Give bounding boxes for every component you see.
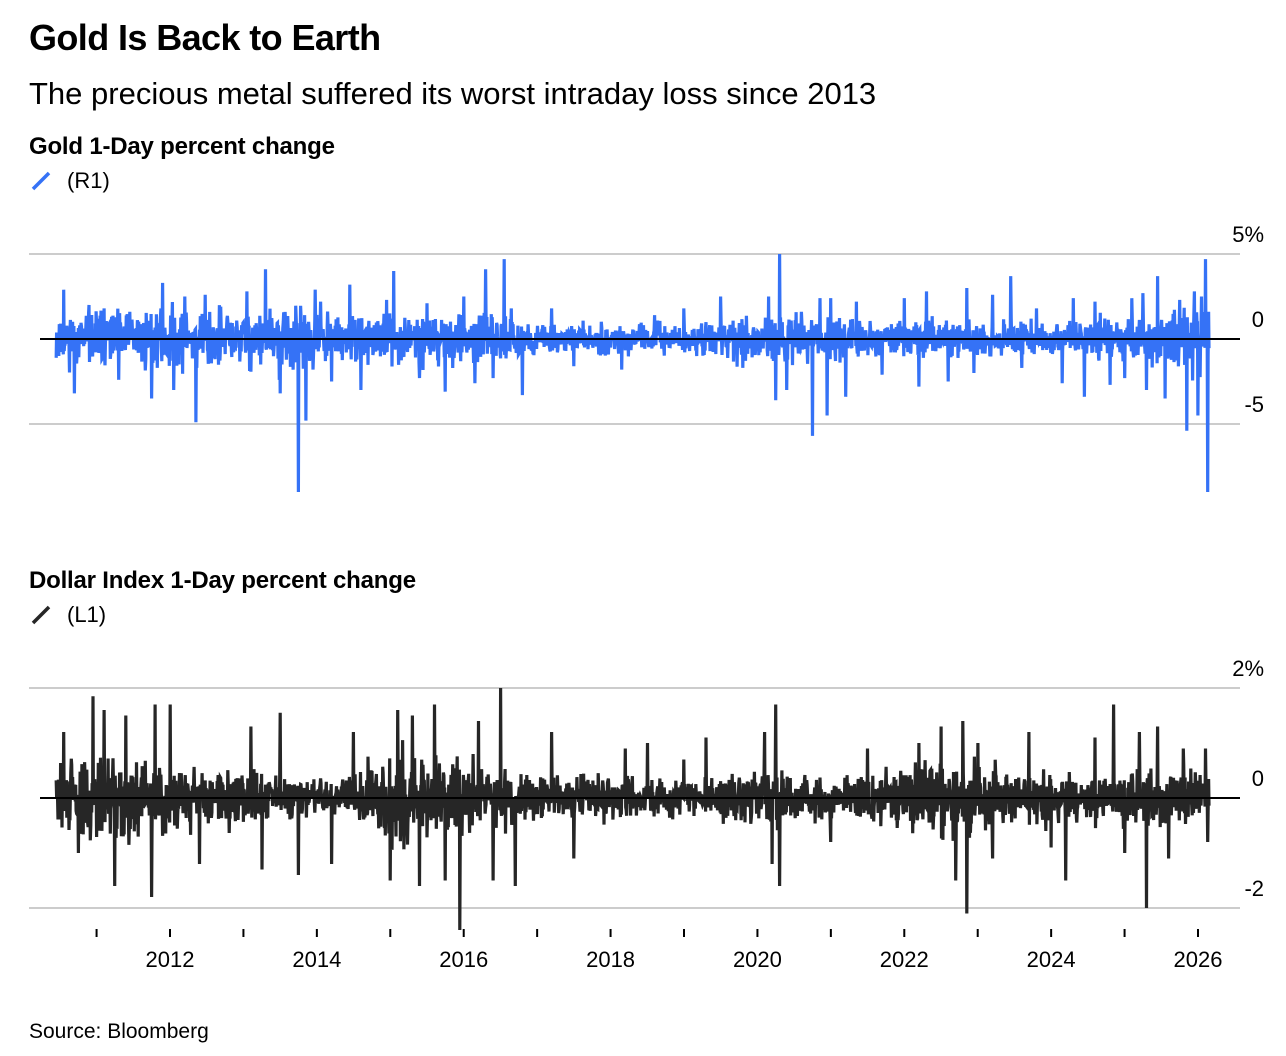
dollar-panel-title: Dollar Index 1-Day percent change	[29, 567, 416, 594]
dollar-legend-line-icon	[31, 605, 51, 625]
chart-title: Gold Is Back to Earth	[29, 17, 381, 58]
gold-panel-title: Gold 1-Day percent change	[29, 133, 335, 160]
dollar-ytick-label: 2%	[1232, 656, 1264, 681]
gold-legend: (R1)	[29, 167, 110, 195]
x-axis: 2012 2014 2016 2018 2020 2022 2024 2026	[95, 929, 1223, 972]
x-tick-label: 2014	[292, 947, 341, 972]
gold-legend-label: (R1)	[67, 168, 110, 193]
dollar-plot: 2% 0 -2	[29, 656, 1264, 931]
dollar-legend: (L1)	[29, 601, 106, 629]
source-note: Source: Bloomberg	[29, 1020, 209, 1043]
x-tick-label: 2012	[146, 947, 195, 972]
gold-plot: 5% 0 -5	[29, 222, 1264, 493]
x-tick-label: 2024	[1027, 947, 1076, 972]
gold-legend-line-icon	[31, 171, 51, 191]
x-tick-label: 2016	[439, 947, 488, 972]
dollar-ytick-label: 0	[1252, 766, 1264, 791]
dollar-series-line	[54, 687, 1211, 931]
gold-ytick-label: 5%	[1232, 222, 1264, 247]
gold-series-line	[54, 253, 1211, 493]
x-tick-label: 2018	[586, 947, 635, 972]
dollar-legend-label: (L1)	[67, 602, 107, 627]
x-tick-label: 2026	[1174, 947, 1223, 972]
x-tick-label: 2022	[880, 947, 929, 972]
gold-ytick-label: 0	[1252, 307, 1264, 332]
chart-subtitle: The precious metal suffered its worst in…	[29, 76, 877, 111]
x-tick-label: 2020	[733, 947, 782, 972]
dollar-ytick-label: -2	[1244, 876, 1264, 901]
gold-ytick-label: -5	[1244, 392, 1264, 417]
